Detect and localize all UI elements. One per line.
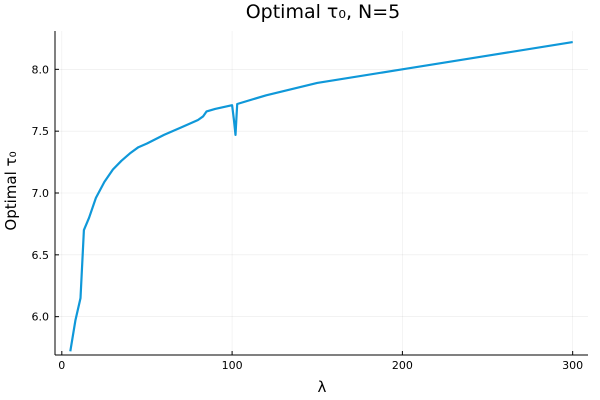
x-tick-label: 100 [222,359,243,372]
x-tick-label: 300 [562,359,583,372]
y-tick-label: 8.0 [32,63,50,76]
series-line [69,41,573,352]
y-tick-label: 6.5 [32,249,50,262]
x-tick-label: 0 [58,359,65,372]
x-axis-label: λ [318,378,327,396]
y-tick-label: 7.0 [32,187,50,200]
grid [55,31,588,355]
ticks: 0 100 200 300 6.0 6.5 7.0 7.5 8.0 [32,63,584,372]
chart-title: Optimal τ₀, N=5 [246,1,401,23]
x-tick-label: 200 [392,359,413,372]
series [69,41,573,352]
y-tick-label: 7.5 [32,125,50,138]
y-axis-label: Optimal τ₀ [2,151,20,230]
y-tick-label: 6.0 [32,311,50,324]
